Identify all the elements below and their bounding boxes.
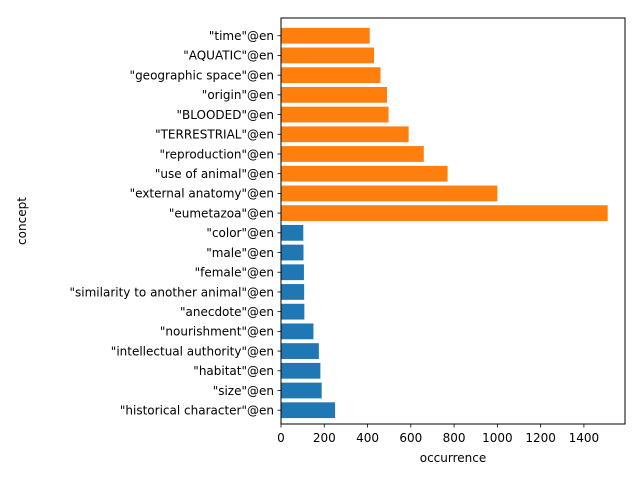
- bar: [281, 106, 389, 123]
- bar: [281, 146, 424, 162]
- y-tick-label: "historical character"@en: [120, 404, 274, 418]
- y-tick-label: "habitat"@en: [193, 364, 274, 378]
- x-axis-label: occurrence: [420, 451, 487, 465]
- y-tick-label: "male"@en: [206, 246, 274, 260]
- bar: [281, 165, 448, 182]
- bar: [281, 67, 381, 84]
- bar: [281, 362, 321, 379]
- y-tick-label: "eumetazoa"@en: [169, 206, 274, 220]
- y-tick-label: "similarity to another animal"@en: [70, 285, 275, 299]
- bar: [281, 185, 498, 202]
- bar: [281, 284, 305, 300]
- y-tick-label: "use of animal"@en: [155, 167, 274, 181]
- x-tick-label: 1400: [569, 431, 600, 445]
- bar: [281, 27, 370, 44]
- bar: [281, 224, 304, 241]
- x-ticks: 0 200 400 600 800 1000 1200 1400: [277, 424, 599, 445]
- bar: [281, 86, 388, 103]
- y-tick-label: "origin"@en: [202, 88, 274, 102]
- x-tick-label: 400: [356, 431, 379, 445]
- y-tick-label: "nourishment"@en: [160, 325, 274, 339]
- bar: [281, 382, 322, 399]
- x-tick-label: 600: [399, 431, 422, 445]
- y-tick-label: "intellectual authority"@en: [111, 344, 274, 358]
- y-tick-label: "female"@en: [195, 266, 274, 280]
- bar: [281, 264, 304, 281]
- y-tick-label: "anecdote"@en: [180, 305, 274, 319]
- bar: [281, 303, 305, 320]
- bar: [281, 402, 336, 419]
- y-tick-label: "size"@en: [213, 384, 274, 398]
- x-tick-label: 0: [277, 431, 285, 445]
- y-tick-label: "BLOODED"@en: [177, 108, 274, 122]
- y-tick-label: "time"@en: [209, 29, 274, 43]
- x-tick-label: 1000: [482, 431, 513, 445]
- x-tick-label: 800: [443, 431, 466, 445]
- bar: [281, 323, 314, 340]
- bars-layer: [281, 27, 608, 419]
- y-tick-label: "TERRESTRIAL"@en: [155, 128, 274, 142]
- bar: [281, 47, 375, 64]
- y-tick-label: "reproduction"@en: [159, 147, 274, 161]
- bar: [281, 126, 409, 143]
- y-ticks: "historical character"@en "size"@en "habit…: [70, 29, 281, 418]
- y-tick-label: "color"@en: [206, 226, 274, 240]
- bar: [281, 244, 304, 261]
- x-tick-label: 1200: [525, 431, 556, 445]
- bar: [281, 343, 319, 359]
- axes-frame: [280, 17, 626, 425]
- y-axis-label: concept: [15, 197, 29, 245]
- y-tick-label: "AQUATIC"@en: [183, 49, 274, 63]
- x-tick-label: 200: [313, 431, 336, 445]
- y-tick-label: "external anatomy"@en: [130, 187, 274, 201]
- y-tick-label: "geographic space"@en: [130, 68, 274, 82]
- bar: [281, 205, 608, 221]
